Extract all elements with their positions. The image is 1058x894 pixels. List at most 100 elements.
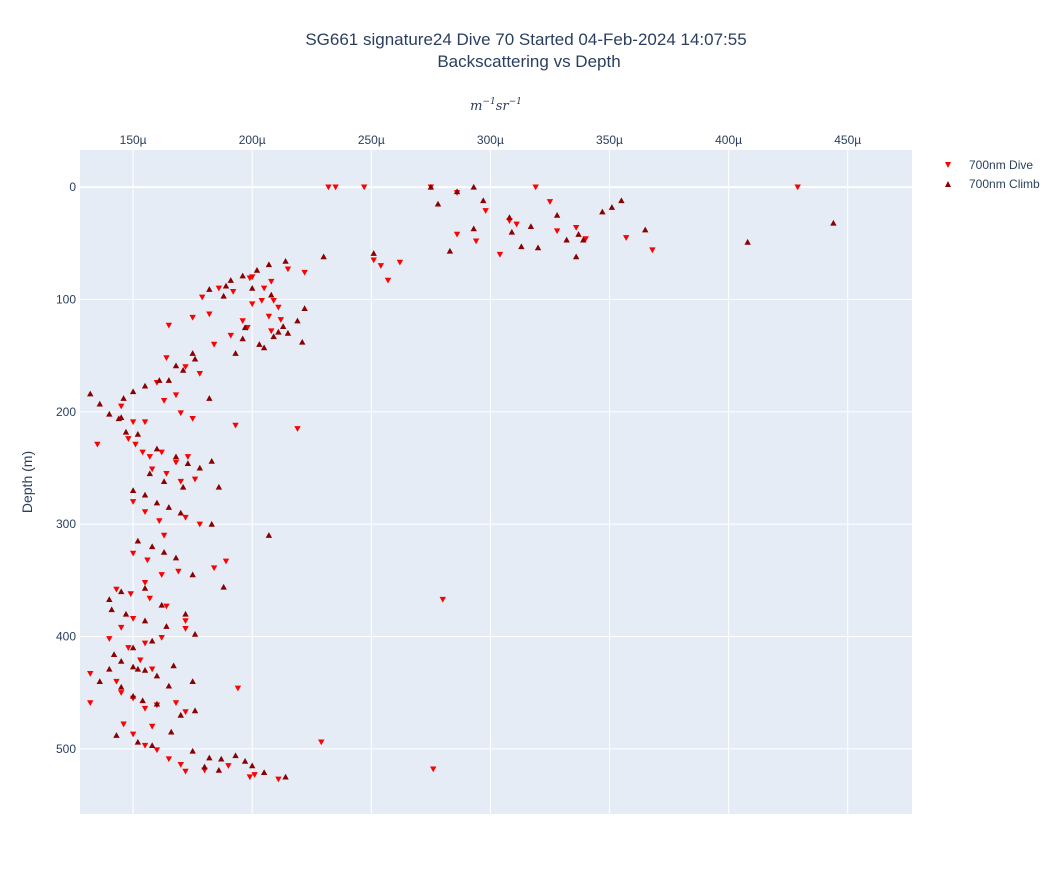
y-tick-labels: 0 100 200 300 400 500 bbox=[56, 180, 76, 756]
climb-point bbox=[527, 223, 535, 229]
climb-point bbox=[232, 752, 239, 759]
dive-point bbox=[148, 723, 156, 730]
y-tick-label: 400 bbox=[56, 629, 76, 643]
climb-point bbox=[160, 549, 168, 555]
dive-point bbox=[384, 277, 392, 284]
climb-point bbox=[239, 272, 246, 279]
y-tick-label: 300 bbox=[56, 517, 76, 531]
legend-item-dive[interactable]: 700nm Dive bbox=[945, 158, 1033, 172]
dive-point bbox=[582, 236, 589, 242]
dive-point bbox=[163, 603, 170, 610]
dive-point bbox=[325, 184, 332, 191]
climb-point bbox=[177, 711, 184, 718]
plot-area bbox=[80, 150, 912, 814]
climb-point bbox=[222, 282, 230, 289]
climb-point bbox=[141, 617, 149, 624]
climb-point bbox=[282, 258, 289, 264]
climb-point bbox=[282, 773, 289, 780]
dive-point bbox=[258, 297, 265, 304]
climb-point bbox=[189, 350, 196, 356]
legend-item-climb[interactable]: 700nm Climb bbox=[945, 177, 1040, 191]
climb-point bbox=[270, 333, 277, 340]
climb-point bbox=[158, 601, 165, 608]
dive-point bbox=[210, 565, 218, 572]
climb-point bbox=[182, 610, 189, 617]
dive-point bbox=[377, 263, 385, 269]
dive-point bbox=[260, 285, 268, 292]
climb-point bbox=[134, 537, 142, 544]
dive-point bbox=[141, 509, 149, 515]
dive-point bbox=[172, 459, 180, 466]
climb-point bbox=[177, 509, 184, 516]
climb-point bbox=[218, 755, 225, 762]
dive-point bbox=[182, 709, 189, 715]
dive-point bbox=[229, 289, 237, 295]
dive-point bbox=[546, 199, 554, 205]
dive-point bbox=[572, 224, 580, 231]
dive-point bbox=[277, 317, 284, 323]
series-dive bbox=[87, 184, 801, 783]
dive-point bbox=[189, 314, 196, 321]
dive-point bbox=[284, 266, 292, 273]
y-tick-label: 0 bbox=[69, 180, 76, 194]
climb-point bbox=[191, 631, 199, 637]
dive-point bbox=[165, 756, 173, 763]
dive-point bbox=[141, 640, 149, 647]
climb-point bbox=[184, 460, 192, 467]
climb-point bbox=[191, 355, 199, 362]
x-tick-label: 200µ bbox=[239, 133, 266, 147]
dive-point bbox=[177, 410, 184, 417]
climb-point bbox=[256, 341, 263, 347]
climb-point bbox=[113, 732, 120, 738]
climb-point bbox=[179, 367, 187, 373]
climb-point bbox=[453, 188, 461, 195]
climb-point bbox=[106, 410, 113, 417]
dive-point bbox=[129, 499, 137, 505]
climb-point bbox=[201, 763, 208, 770]
dive-point bbox=[206, 311, 213, 318]
dive-point bbox=[265, 313, 273, 320]
dive-point bbox=[249, 301, 256, 308]
dive-point bbox=[125, 436, 132, 442]
dive-point bbox=[198, 294, 206, 301]
dive-point bbox=[148, 466, 156, 473]
dive-point bbox=[210, 341, 218, 348]
climb-point bbox=[153, 700, 161, 707]
climb-point bbox=[189, 678, 196, 684]
dive-point bbox=[148, 666, 156, 673]
legend-marker-climb bbox=[945, 181, 951, 187]
climb-point bbox=[196, 464, 204, 471]
dive-point bbox=[482, 208, 489, 214]
legend[interactable]: 700nm Dive 700nm Climb bbox=[945, 158, 1040, 191]
climb-point bbox=[744, 238, 751, 245]
x-tick-label: 350µ bbox=[596, 133, 623, 147]
dive-point bbox=[270, 297, 277, 304]
climb-point bbox=[120, 395, 127, 401]
climb-point bbox=[165, 682, 173, 689]
climb-point bbox=[118, 588, 125, 595]
dive-point bbox=[118, 690, 125, 696]
climb-point bbox=[148, 742, 156, 749]
climb-point bbox=[265, 532, 273, 538]
climb-point bbox=[220, 583, 227, 590]
dive-point bbox=[182, 618, 189, 624]
climb-point bbox=[294, 317, 301, 324]
dive-point bbox=[553, 228, 561, 235]
dive-point bbox=[301, 269, 308, 276]
climb-point bbox=[608, 204, 616, 210]
dive-point bbox=[141, 742, 149, 749]
dive-point bbox=[360, 184, 368, 191]
dive-point bbox=[118, 403, 125, 410]
climb-point bbox=[220, 292, 227, 299]
dive-point bbox=[94, 441, 101, 448]
dive-point bbox=[227, 332, 234, 339]
climb-point bbox=[618, 197, 625, 204]
x-unit-base2: sr bbox=[496, 99, 510, 114]
climb-point bbox=[260, 344, 268, 351]
climb-point bbox=[284, 329, 292, 336]
legend-label-dive: 700nm Dive bbox=[969, 158, 1033, 172]
dive-point bbox=[794, 184, 801, 191]
chart-subtitle: Backscattering vs Depth bbox=[437, 52, 620, 71]
dive-point bbox=[370, 257, 377, 264]
